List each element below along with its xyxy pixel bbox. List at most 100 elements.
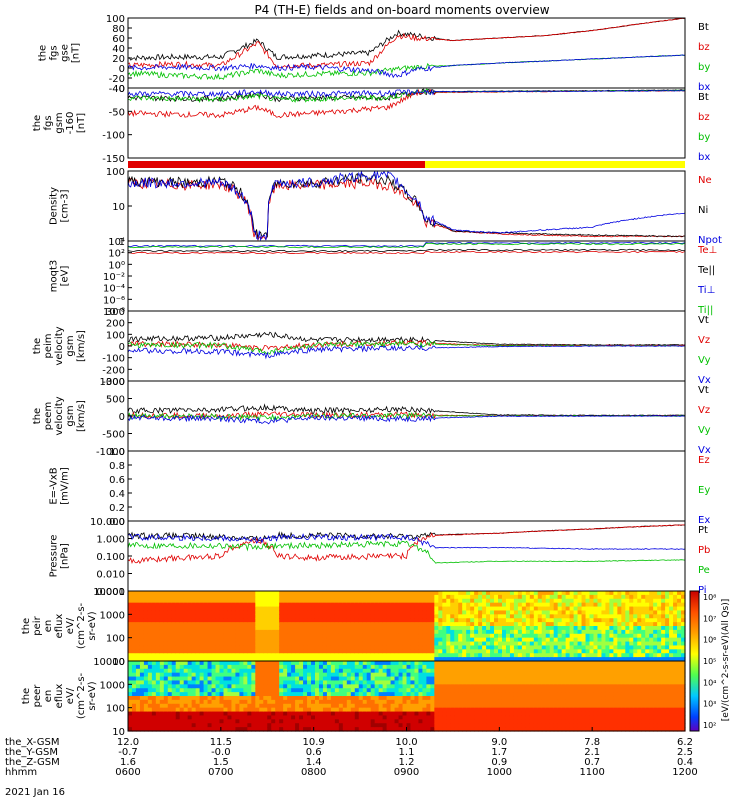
- heatmap-cell: [418, 723, 424, 728]
- heatmap-cell: [454, 622, 459, 627]
- heatmap-cell: [657, 653, 662, 658]
- heatmap-cell: [223, 610, 229, 615]
- heatmap-cell: [541, 649, 547, 654]
- heatmap-cell: [438, 618, 443, 623]
- heatmap-cell: [494, 602, 499, 608]
- heatmap-cell: [219, 684, 225, 689]
- heatmap-cell: [486, 591, 491, 596]
- heatmap-cell: [366, 661, 372, 666]
- heatmap-cell: [398, 594, 404, 600]
- heatmap-cell: [179, 719, 185, 724]
- heatmap-cell: [462, 591, 467, 596]
- heatmap-cell: [621, 602, 626, 608]
- legend-entry: Ne: [698, 175, 712, 186]
- heatmap-cell: [629, 653, 634, 658]
- heatmap-cell: [179, 661, 185, 666]
- heatmap-cell: [326, 692, 332, 697]
- heatmap-cell: [354, 676, 360, 682]
- heatmap-cell: [299, 711, 304, 717]
- heatmap-cell: [362, 602, 368, 608]
- heatmap-cell: [187, 696, 193, 701]
- heatmap-cell: [279, 692, 284, 697]
- heatmap-cell: [529, 680, 535, 685]
- heatmap-cell: [490, 633, 495, 639]
- heatmap-cell: [322, 703, 328, 709]
- heatmap-cell: [414, 629, 420, 635]
- heatmap-cell: [291, 723, 296, 728]
- heatmap-cell: [553, 622, 559, 627]
- heatmap-cell: [434, 649, 439, 654]
- heatmap-cell: [597, 622, 603, 627]
- heatmap-cell: [366, 594, 372, 600]
- y-axis-label: peir: [32, 615, 43, 635]
- heatmap-cell: [330, 661, 336, 666]
- heatmap-cell: [557, 614, 563, 619]
- heatmap-cell: [350, 637, 356, 643]
- heatmap-cell: [370, 622, 376, 627]
- heatmap-cell: [418, 649, 424, 654]
- heatmap-cell: [247, 703, 252, 709]
- heatmap-cell: [239, 727, 244, 732]
- heatmap-cell: [470, 618, 475, 623]
- heatmap-cell: [549, 591, 555, 596]
- heatmap-cell: [438, 629, 443, 635]
- heatmap-cell: [613, 626, 618, 631]
- heatmap-cell: [605, 661, 611, 666]
- heatmap-cell: [621, 653, 626, 658]
- heatmap-cell: [128, 637, 133, 643]
- heatmap-cell: [215, 661, 221, 666]
- heatmap-cell: [255, 668, 260, 674]
- heatmap-cell: [191, 591, 197, 596]
- heatmap-cell: [163, 629, 169, 635]
- heatmap-cell: [378, 598, 384, 604]
- heatmap-cell: [394, 711, 400, 717]
- heatmap-cell: [314, 629, 320, 635]
- heatmap-cell: [589, 614, 595, 619]
- heatmap-cell: [466, 727, 471, 732]
- heatmap-cell: [247, 594, 252, 600]
- heatmap-cell: [573, 653, 579, 658]
- heatmap-cell: [299, 606, 304, 612]
- heatmap-cell: [183, 719, 189, 724]
- heatmap-cell: [271, 696, 276, 701]
- heatmap-cell: [303, 661, 308, 666]
- heatmap-cell: [446, 626, 451, 631]
- heatmap-cell: [585, 676, 591, 682]
- heatmap-cell: [287, 680, 292, 685]
- heatmap-cell: [187, 661, 193, 666]
- heatmap-cell: [609, 692, 614, 697]
- heatmap-cell: [251, 661, 256, 666]
- heatmap-cell: [275, 591, 280, 596]
- heatmap-cell: [159, 661, 165, 666]
- heatmap-cell: [394, 672, 400, 678]
- heatmap-cell: [235, 715, 240, 720]
- heatmap-cell: [478, 591, 483, 596]
- heatmap-cell: [454, 598, 459, 604]
- heatmap-cell: [231, 602, 237, 608]
- heatmap-cell: [577, 692, 583, 697]
- heatmap-cell: [338, 649, 344, 654]
- heatmap-cell: [239, 692, 244, 697]
- heatmap-cell: [617, 699, 622, 705]
- heatmap-cell: [291, 591, 296, 596]
- heatmap-cell: [649, 629, 654, 635]
- heatmap-cell: [629, 606, 634, 612]
- heatmap-cell: [358, 649, 364, 654]
- heatmap-cell: [577, 672, 583, 678]
- heatmap-cell: [406, 668, 412, 674]
- heatmap-cell: [334, 715, 340, 720]
- heatmap-cell: [410, 684, 416, 689]
- heatmap-cell: [557, 657, 563, 662]
- heatmap-cell: [211, 657, 217, 662]
- heatmap-cell: [183, 699, 189, 705]
- heatmap-cell: [394, 723, 400, 728]
- heatmap-cell: [175, 649, 181, 654]
- heatmap-cell: [533, 723, 539, 728]
- heatmap-cell: [235, 657, 240, 662]
- heatmap-cell: [677, 594, 682, 600]
- heatmap-cell: [295, 723, 300, 728]
- heatmap-cell: [263, 699, 268, 705]
- series-line-Vy: [127, 339, 686, 355]
- heatmap-cell: [211, 664, 217, 670]
- heatmap-cell: [454, 661, 459, 666]
